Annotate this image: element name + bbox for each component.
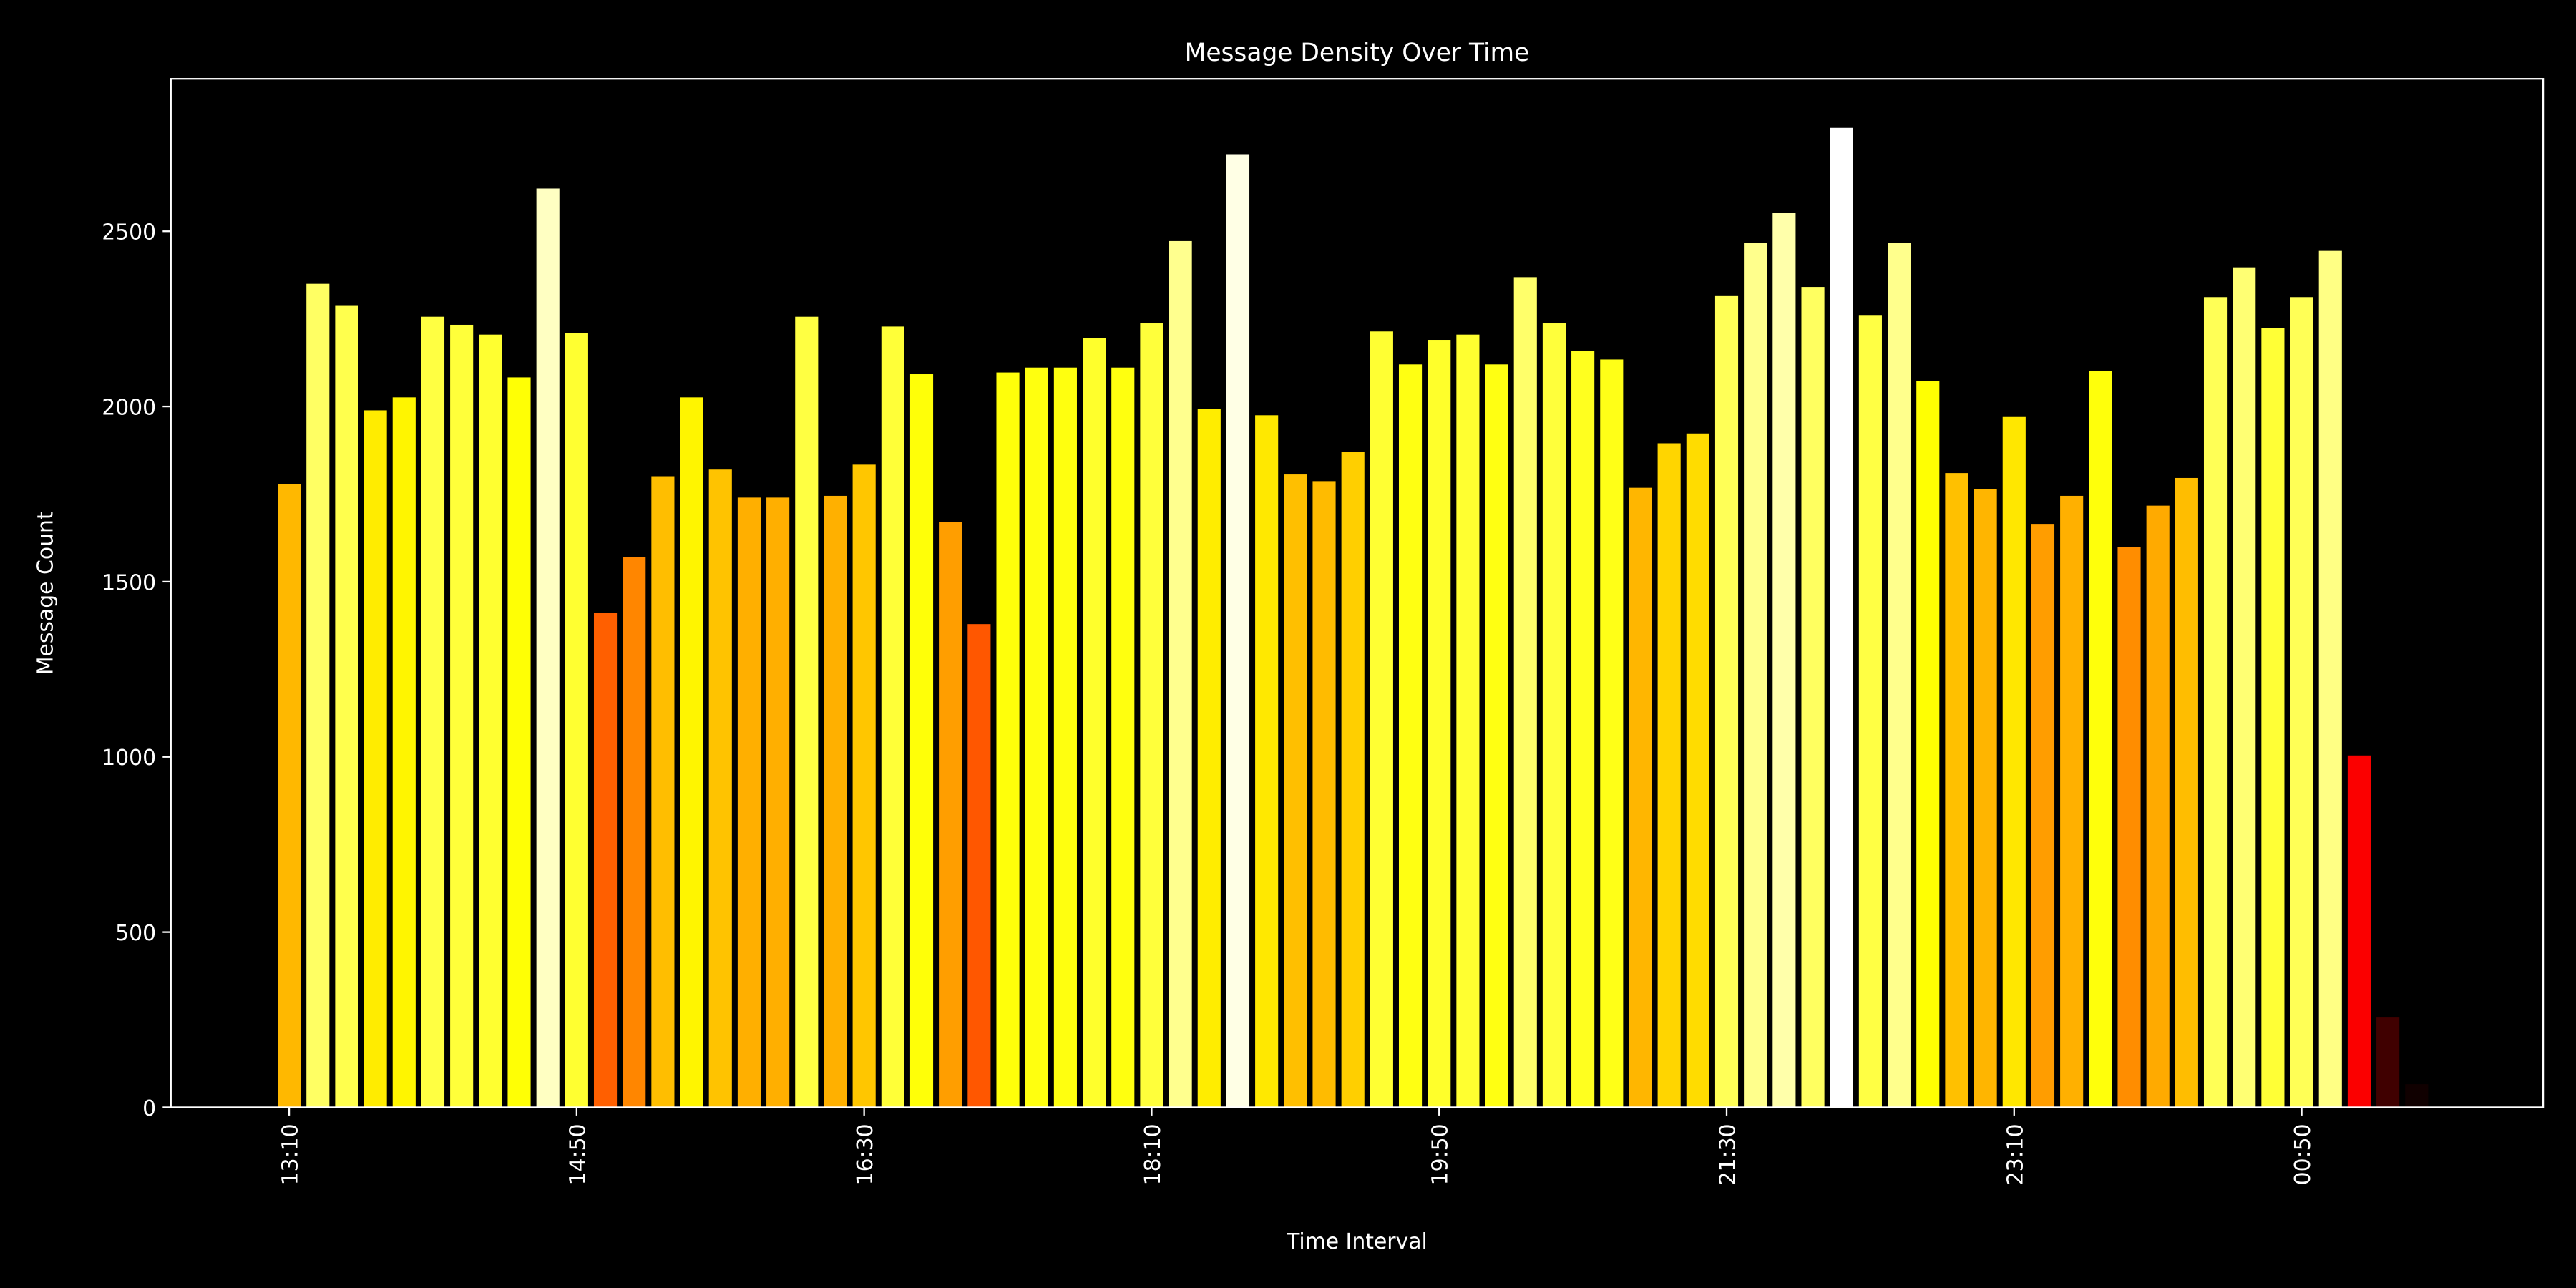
bar [335, 305, 358, 1108]
bar [1629, 487, 1652, 1108]
x-tick-label: 16:30 [853, 1123, 878, 1185]
bar [708, 469, 732, 1108]
bar [2031, 524, 2055, 1108]
bar [2089, 371, 2112, 1108]
bar [565, 333, 588, 1108]
bar [1916, 381, 1940, 1108]
bar [479, 334, 502, 1108]
bar [2117, 547, 2141, 1108]
bar [1111, 367, 1135, 1108]
x-tick-label: 13:10 [278, 1123, 303, 1185]
bar [1053, 367, 1077, 1108]
bar [766, 497, 790, 1108]
bar [1255, 415, 1279, 1108]
bar [1974, 489, 1997, 1108]
bar [1398, 364, 1423, 1108]
bar [1513, 277, 1537, 1108]
bar [2376, 1017, 2400, 1108]
bar [421, 316, 445, 1108]
bar [2405, 1084, 2429, 1108]
bar [1830, 127, 1853, 1108]
bar [1226, 154, 1250, 1108]
bar [623, 557, 646, 1108]
bar [2002, 416, 2026, 1108]
bar [651, 476, 675, 1108]
bar [1428, 340, 1451, 1108]
bar [2233, 267, 2256, 1108]
bar [593, 613, 618, 1108]
bar [392, 397, 416, 1108]
bar [939, 522, 962, 1108]
bar [2318, 250, 2342, 1108]
y-tick-label: 2000 [102, 396, 156, 421]
chart-title: Message Density Over Time [1185, 39, 1530, 67]
bar [278, 484, 301, 1108]
bar [1341, 452, 1365, 1108]
bar [1456, 334, 1480, 1108]
bar [795, 316, 819, 1108]
bar [2290, 297, 2313, 1108]
x-tick-label: 19:50 [1428, 1123, 1453, 1185]
bar [1140, 323, 1163, 1108]
bar [2261, 328, 2285, 1108]
bar [1744, 243, 1767, 1108]
x-tick-label: 00:50 [2290, 1123, 2316, 1185]
x-tick-label: 18:10 [1141, 1123, 1166, 1185]
x-axis-label: Time Interval [1286, 1229, 1428, 1254]
bar [881, 326, 904, 1108]
x-tick-label: 14:50 [565, 1123, 590, 1185]
x-tick-label: 21:30 [1715, 1123, 1740, 1185]
y-tick-label: 1500 [102, 570, 156, 595]
bar [967, 624, 991, 1108]
bar [1686, 433, 1709, 1108]
bar [1083, 338, 1106, 1108]
bar [1600, 359, 1624, 1108]
bar [824, 495, 847, 1108]
bar [1169, 240, 1192, 1108]
bar [1945, 473, 1968, 1108]
y-tick-label: 1000 [102, 746, 156, 771]
y-tick-label: 0 [142, 1096, 156, 1121]
bar [364, 410, 387, 1108]
bar [306, 283, 330, 1108]
bar [1370, 331, 1393, 1108]
y-tick-label: 2500 [102, 220, 156, 245]
bar [1197, 409, 1221, 1108]
bar [680, 397, 703, 1108]
bar [1485, 364, 1508, 1108]
y-tick-label: 500 [115, 921, 156, 946]
bar [507, 377, 531, 1108]
bar [2347, 755, 2371, 1108]
bar [1714, 295, 1739, 1108]
x-tick-label: 23:10 [2003, 1123, 2028, 1185]
bar [1801, 287, 1825, 1108]
bar [2203, 297, 2228, 1108]
bar [1312, 481, 1336, 1108]
bar [450, 324, 474, 1108]
bar [1772, 213, 1796, 1108]
bar [2146, 505, 2170, 1108]
bar [1284, 474, 1307, 1108]
bar [852, 464, 876, 1108]
bar [737, 497, 761, 1108]
bar [996, 372, 1020, 1108]
bar [1542, 323, 1566, 1108]
y-axis-label: Message Count [33, 511, 58, 675]
plot-frame [170, 78, 2545, 1108]
bar [1571, 351, 1595, 1108]
bar [1888, 243, 1911, 1108]
bar [2060, 495, 2084, 1108]
bar [1025, 367, 1048, 1108]
bar [2175, 477, 2198, 1108]
bar [1858, 315, 1882, 1108]
bar [1657, 443, 1681, 1108]
bar [536, 188, 560, 1108]
bar [909, 374, 934, 1108]
